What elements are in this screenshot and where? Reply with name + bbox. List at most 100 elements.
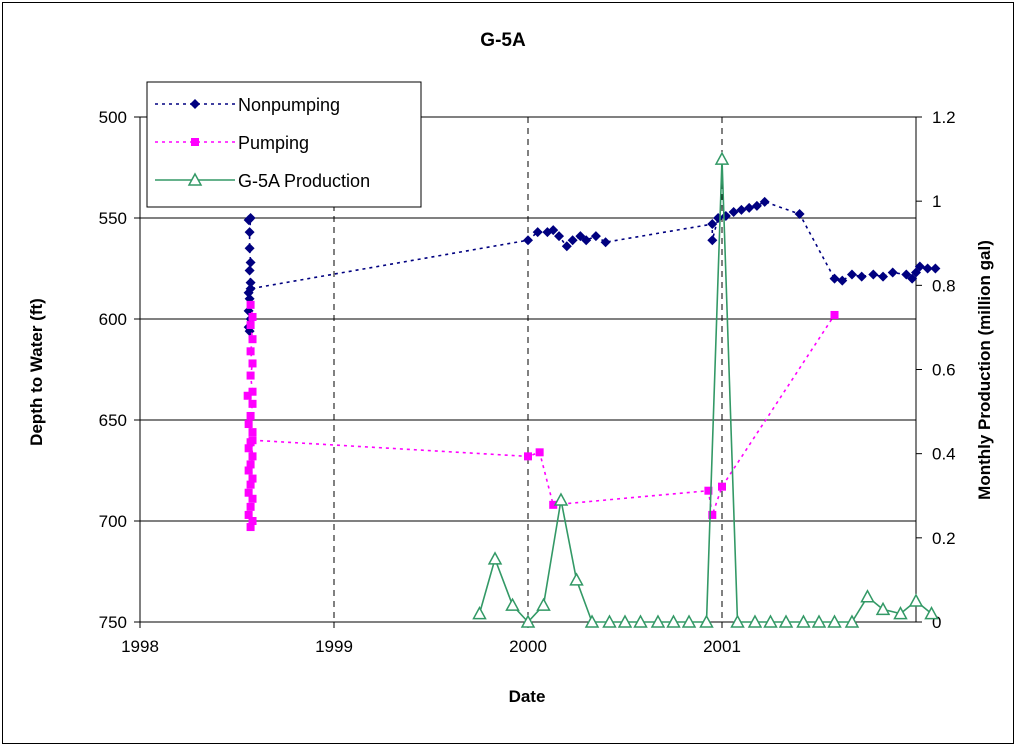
data-point [248,517,257,525]
x-tick-label: 1998 [121,637,159,656]
data-point [532,227,543,238]
data-point [707,219,718,230]
y-right-axis-title: Monthly Production (million gal) [975,240,994,500]
data-point [747,614,763,628]
data-point [714,151,730,165]
data-point [487,551,503,565]
y-left-tick-label: 500 [99,108,127,127]
data-point [535,448,544,457]
data-point [246,371,255,380]
data-point [244,466,253,475]
y-left-tick-label: 650 [99,411,127,430]
data-point [248,452,257,461]
y-right-tick-label: 1 [932,192,941,211]
data-point [548,225,559,236]
data-point [246,411,255,420]
data-point [908,593,924,607]
data-point [650,614,666,628]
data-point [520,614,536,628]
y-right-tick-label: 0 [932,613,941,632]
series-layer [243,151,941,628]
data-point [584,614,600,628]
data-point [796,614,811,628]
y-right-tick-label: 1.2 [932,108,956,127]
data-point [744,202,755,213]
data-point [561,241,572,252]
data-point [244,444,253,453]
data-point [763,614,778,628]
x-axis-title: Date [509,687,546,706]
legend-swatch-marker [191,138,199,146]
data-point [778,614,794,628]
data-point [666,614,681,628]
data-point [248,312,257,321]
data-point [245,213,256,223]
data-point [829,273,840,284]
data-point [914,261,925,272]
legend-swatch-marker [187,172,203,186]
legend-label: G-5A Production [238,171,370,191]
data-point [844,614,860,628]
y-left-axis-title: Depth to Water (ft) [27,298,46,446]
data-point [246,502,255,511]
data-point [246,321,255,330]
data-point [246,460,255,469]
legend-label: Nonpumping [238,95,340,115]
data-point [602,614,617,628]
data-point [617,614,633,628]
x-tick-label: 1999 [315,637,353,656]
data-point [567,235,578,246]
data-point [248,399,257,408]
data-point [633,614,648,628]
y-right-tick-label: 0.4 [932,445,956,464]
data-point [549,500,558,509]
data-point [707,235,718,246]
data-point [244,420,253,429]
x-tick-label: 2001 [703,637,741,656]
data-point [248,335,257,344]
data-point [893,606,908,620]
data-point [930,263,941,274]
data-point [244,510,253,519]
data-point [524,452,532,461]
legend-swatch-marker [190,99,200,109]
series-g-5a-production [472,151,939,628]
data-point [248,474,257,483]
data-point [536,597,551,611]
data-point [244,243,255,254]
data-point [248,494,257,503]
y-right-tick-label: 0.6 [932,361,956,380]
data-point [600,237,611,248]
data-point [472,606,487,620]
data-point [248,387,257,396]
legend-label: Pumping [238,133,309,153]
data-point [751,200,762,211]
data-point [837,275,848,286]
data-point [553,492,569,506]
x-tick-label: 2000 [509,637,547,656]
data-point [728,206,739,217]
data-point [730,614,745,628]
y-left-tick-label: 700 [99,512,127,531]
data-point [860,589,875,603]
data-point [811,614,827,628]
data-point [830,310,839,319]
chart-title: G-5A [480,30,526,51]
data-point [681,614,697,628]
data-point [554,231,565,242]
ticks-layer: 500 550 600 650 700 750 0 0.2 0.4 0.6 0.8 1 1.2 1998 1… [99,108,956,656]
data-point [244,488,253,497]
data-point [248,359,257,368]
series-line [246,304,836,528]
y-right-tick-label: 0.2 [932,529,956,548]
data-point [887,267,898,278]
data-point [759,196,770,207]
data-point [244,265,255,276]
grid-layer [140,117,916,622]
data-point [248,428,257,437]
data-point [708,510,717,519]
y-left-tick-label: 750 [99,613,127,632]
data-point [868,269,879,280]
y-right-tick-label: 0.8 [932,276,956,295]
y-left-tick-label: 600 [99,310,127,329]
